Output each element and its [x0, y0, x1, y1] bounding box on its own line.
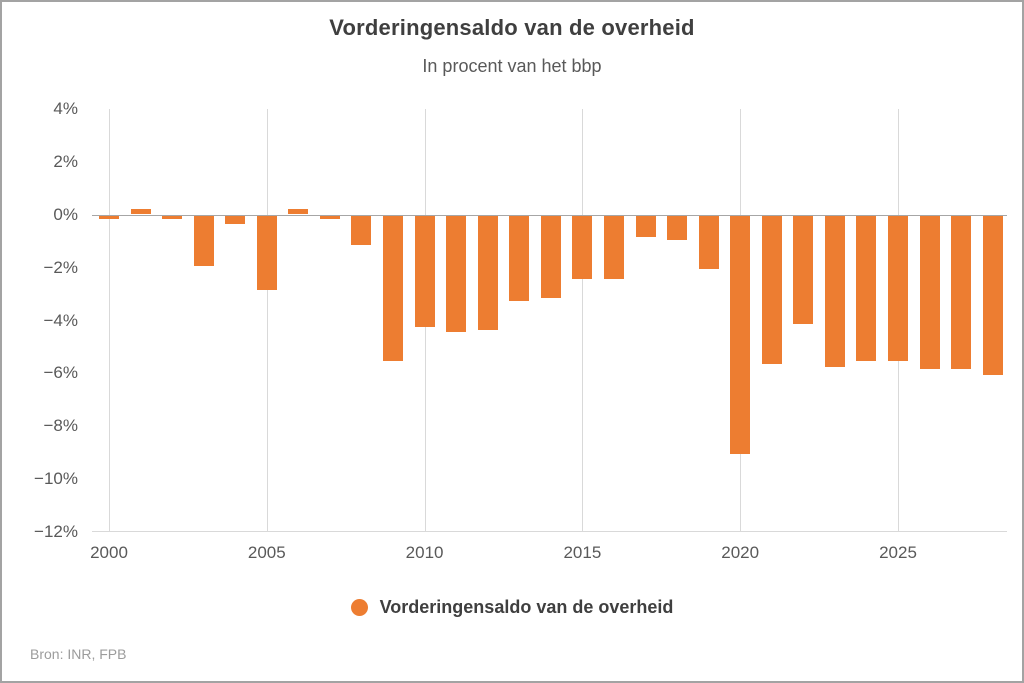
x-tick-label: 2000 — [90, 543, 128, 562]
gridline-vertical — [109, 109, 110, 532]
bar-2009 — [383, 216, 403, 361]
chart-title: Vorderingensaldo van de overheid — [329, 15, 695, 40]
y-tick-label: 0% — [53, 204, 78, 224]
bar-2004 — [225, 216, 245, 224]
y-tick-label: −12% — [34, 522, 78, 541]
legend: Vorderingensaldo van de overheid — [2, 597, 1022, 618]
bar-2026 — [920, 216, 940, 369]
y-tick-label: −6% — [43, 363, 79, 383]
bar-2007 — [320, 216, 340, 219]
bar-2016 — [604, 216, 624, 279]
bar-2005 — [257, 216, 277, 290]
x-tick-label: 2015 — [563, 543, 602, 562]
y-tick-label: −8% — [43, 416, 79, 436]
legend-marker-icon — [350, 599, 368, 616]
bar-2020 — [730, 216, 750, 454]
bar-2006 — [288, 209, 308, 214]
x-tick-label: 2010 — [405, 543, 444, 562]
gridline-vertical — [267, 109, 268, 532]
bar-2008 — [351, 216, 371, 245]
bar-2014 — [541, 216, 561, 298]
bar-2015 — [572, 216, 592, 279]
bar-2025 — [888, 216, 908, 361]
bar-2002 — [162, 216, 182, 219]
x-tick-label: 2020 — [721, 543, 760, 562]
bar-2010 — [415, 216, 435, 327]
bar-2028 — [983, 216, 1003, 375]
bar-2027 — [951, 216, 971, 369]
plot-area — [92, 109, 1007, 532]
bar-2019 — [699, 216, 719, 269]
x-axis-baseline — [92, 531, 1007, 532]
legend-label: Vorderingensaldo van de overheid — [379, 597, 674, 617]
bar-2024 — [856, 216, 876, 361]
x-tick-label: 2005 — [247, 543, 286, 562]
bar-2000 — [99, 216, 119, 219]
bar-2011 — [446, 216, 466, 332]
zero-line — [92, 215, 1007, 216]
bar-2023 — [825, 216, 845, 367]
gridline-vertical — [582, 109, 583, 532]
bar-2001 — [131, 209, 151, 214]
bar-2017 — [636, 216, 656, 237]
bar-2018 — [667, 216, 687, 240]
y-tick-label: 4% — [53, 99, 78, 118]
chart-subtitle: In procent van het bbp — [422, 56, 602, 76]
y-tick-label: −10% — [34, 469, 78, 489]
bar-2022 — [793, 216, 813, 324]
bar-2012 — [478, 216, 498, 330]
bar-2021 — [762, 216, 782, 364]
y-tick-label: −4% — [43, 310, 79, 330]
source-note: Bron: INR, FPB — [30, 646, 127, 662]
bar-2013 — [509, 216, 529, 301]
y-tick-label: 2% — [53, 151, 78, 171]
y-tick-label: −2% — [43, 257, 79, 277]
x-tick-label: 2025 — [879, 543, 917, 562]
bar-2003 — [194, 216, 214, 266]
